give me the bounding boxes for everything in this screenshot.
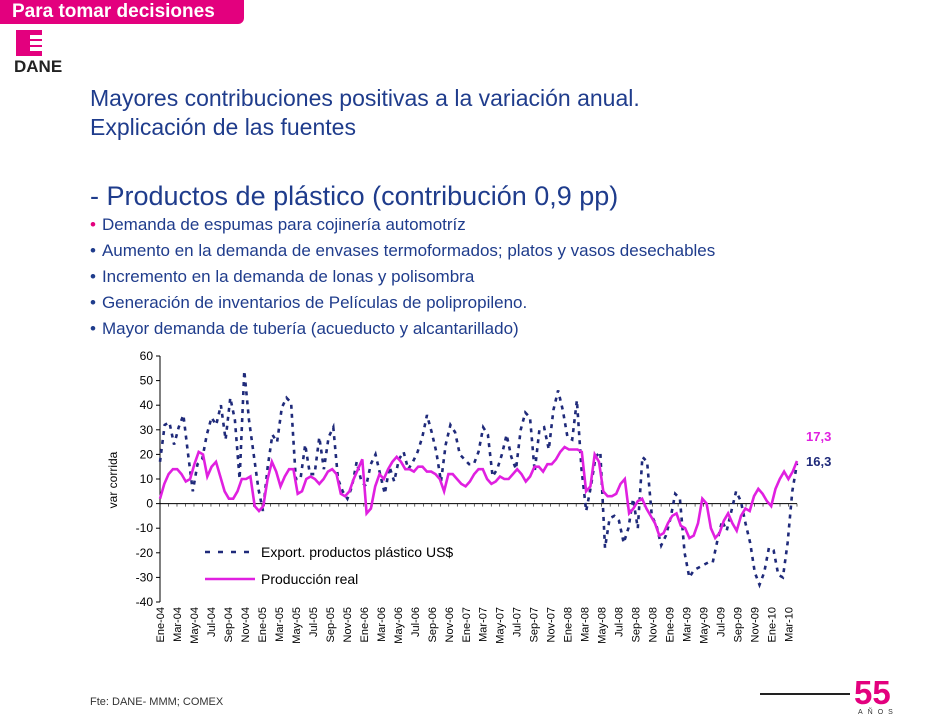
x-tick-label: Nov-07 (546, 607, 558, 642)
dane-logo-text: DANE (14, 57, 62, 74)
y-tick-label: -30 (136, 570, 154, 584)
x-tick-label: Sep-07 (529, 607, 541, 642)
y-tick-label: 40 (140, 398, 154, 412)
bullet-icon: • (90, 215, 96, 234)
x-tick-label: Ene-10 (767, 607, 779, 642)
x-tick-label: Mar-10 (784, 607, 796, 642)
subtitle-line-2: Explicación de las fuentes (90, 114, 356, 140)
x-tick-label: Ene-06 (359, 607, 371, 642)
y-tick-label: 10 (140, 472, 154, 486)
bullet-item: • Mayor demanda de tubería (acueducto y a… (90, 319, 519, 338)
x-tick-label: Nov-04 (240, 607, 252, 642)
x-tick-label: Ene-04 (155, 607, 167, 642)
page-subtitle: Mayores contribuciones positivas a la va… (90, 84, 640, 142)
footer-divider (760, 693, 850, 695)
x-tick-label: Ene-08 (563, 607, 575, 642)
x-tick-label: Mar-08 (580, 607, 592, 642)
y-tick-label: 20 (140, 447, 154, 461)
anniversary-label: AÑOS (858, 707, 898, 716)
y-tick-label: 30 (140, 423, 154, 437)
x-tick-label: Mar-06 (376, 607, 388, 642)
bullet-item: • Generación de inventarios de Películas … (90, 293, 528, 312)
y-tick-label: 50 (140, 374, 154, 388)
bullet-icon: • (90, 241, 96, 260)
x-tick-label: May-07 (495, 607, 507, 644)
legend-entry: Export. productos plástico US$ (261, 544, 453, 560)
x-tick-label: Sep-08 (631, 607, 643, 642)
x-tick-label: May-06 (393, 607, 405, 644)
y-tick-label: -20 (136, 546, 154, 560)
bullet-icon: • (90, 293, 96, 312)
x-tick-label: Mar-09 (682, 607, 694, 642)
anniversary-logo: 55 AÑOS (854, 676, 898, 716)
end-label-production: 17,3 (806, 429, 831, 444)
end-label-export: 16,3 (806, 454, 831, 469)
y-tick-label: -10 (136, 521, 154, 535)
y-tick-label: 0 (146, 497, 153, 511)
source-note: Fte: DANE- MMM; COMEX (90, 696, 224, 708)
bullet-icon: • (90, 267, 96, 286)
x-tick-label: Ene-05 (257, 607, 269, 642)
x-tick-label: Ene-09 (665, 607, 677, 642)
x-tick-label: Jul-07 (512, 607, 524, 637)
x-tick-label: Ene-07 (461, 607, 473, 642)
x-tick-label: Jul-08 (614, 607, 626, 637)
x-tick-label: Jul-05 (308, 607, 320, 637)
section-heading: - Productos de plástico (contribución 0,… (90, 181, 619, 211)
x-tick-label: Mar-05 (274, 607, 286, 642)
x-tick-label: Sep-09 (733, 607, 745, 642)
x-tick-label: Sep-06 (427, 607, 439, 642)
bullet-item: • Incremento en la demanda de lonas y pol… (90, 267, 475, 286)
bullet-item: • Demanda de espumas para cojinería autom… (90, 215, 466, 234)
y-tick-label: 60 (140, 349, 154, 363)
y-tick-label: -40 (136, 595, 154, 609)
series-line-export (158, 370, 799, 589)
x-tick-label: Mar-07 (478, 607, 490, 642)
x-tick-label: Jul-09 (716, 607, 728, 637)
x-tick-label: Sep-04 (223, 607, 235, 642)
dane-logo: DANE (14, 30, 62, 74)
x-tick-label: Nov-06 (444, 607, 456, 642)
x-tick-label: Jul-06 (410, 607, 422, 637)
legend-entry: Producción real (261, 571, 358, 587)
x-tick-label: May-04 (189, 607, 201, 644)
anniversary-number: 55 (854, 676, 891, 711)
bullet-list: • Demanda de espumas para cojinería autom… (90, 212, 715, 342)
series-line-production (158, 445, 799, 541)
header-tag-label: Para tomar decisiones (12, 1, 215, 22)
bullet-item: • Aumento en la demanda de envases termof… (90, 241, 716, 260)
x-tick-label: Nov-09 (750, 607, 762, 642)
x-tick-label: May-05 (291, 607, 303, 644)
header-tag: Para tomar decisiones (0, 0, 244, 24)
x-tick-label: Sep-05 (325, 607, 337, 642)
y-axis-label: var corrida (106, 451, 120, 508)
subtitle-line-1: Mayores contribuciones positivas a la va… (90, 85, 640, 111)
x-tick-label: Nov-08 (648, 607, 660, 642)
x-tick-label: Jul-04 (206, 607, 218, 637)
x-tick-label: May-08 (597, 607, 609, 644)
x-tick-label: May-09 (699, 607, 711, 644)
x-tick-label: Nov-05 (342, 607, 354, 642)
bullet-icon: • (90, 319, 96, 338)
x-tick-label: Mar-04 (172, 607, 184, 642)
